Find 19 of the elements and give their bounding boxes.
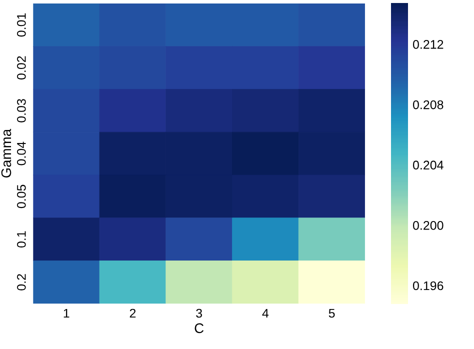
- x-tick-label: 4: [262, 308, 269, 318]
- y-tick-label: 0.2: [16, 274, 26, 290]
- x-tick-label: 2: [130, 308, 136, 318]
- y-tick-label: 0.03: [16, 99, 26, 122]
- y-tick-label: 0.1: [16, 231, 26, 248]
- color-bar-label: 0.196: [412, 281, 444, 290]
- y-tick-label: 0.01: [16, 13, 26, 37]
- color-bar-label: 0.212: [412, 40, 444, 49]
- color-bar-label: 0.208: [412, 100, 444, 110]
- x-tick-label: 3: [196, 308, 202, 318]
- y-tick-label: 0.05: [16, 184, 26, 208]
- color-bar-label: 0.200: [412, 221, 444, 230]
- y-axis-title: Gamma: [1, 128, 12, 178]
- y-tick-label: 0.02: [16, 56, 26, 80]
- y-tick-label: 0.04: [16, 142, 26, 166]
- x-axis-title: C: [194, 323, 204, 334]
- color-bar-label: 0.204: [412, 160, 444, 170]
- x-tick-label: 5: [328, 308, 335, 318]
- x-tick-label: 1: [64, 308, 70, 318]
